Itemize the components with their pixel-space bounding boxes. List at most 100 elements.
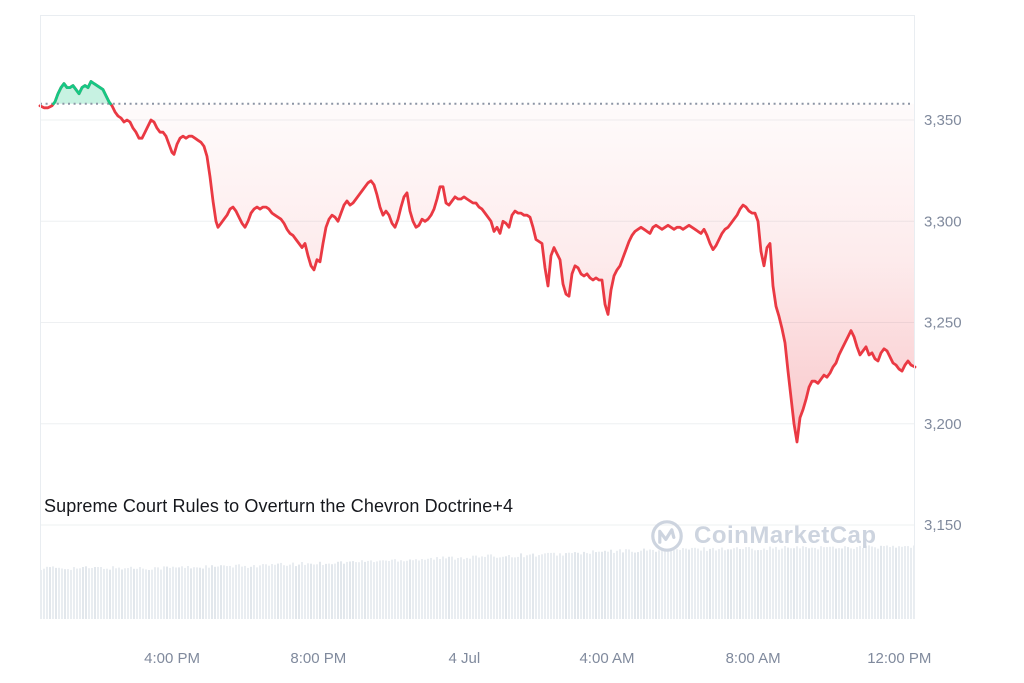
volume-bar — [226, 566, 228, 619]
x-axis-label[interactable]: 4:00 AM — [579, 650, 634, 667]
volume-bar — [379, 560, 381, 619]
x-axis-label[interactable]: 12:00 PM — [867, 650, 931, 667]
volume-bar — [286, 565, 288, 619]
volume-bar — [307, 563, 309, 619]
volume-bar — [49, 567, 51, 619]
volume-bar — [250, 566, 252, 619]
volume-bar — [679, 549, 681, 619]
volume-bar — [484, 556, 486, 619]
volume-bar — [727, 549, 729, 619]
volume-bar — [172, 566, 174, 619]
volume-bar — [133, 568, 135, 619]
volume-bar — [586, 553, 588, 619]
volume-bar — [829, 546, 831, 619]
volume-bar — [367, 560, 369, 619]
volume-bar — [430, 557, 432, 619]
volume-bar — [256, 567, 258, 619]
volume-bar — [361, 560, 363, 619]
volume-bar — [43, 568, 45, 619]
volume-bar — [577, 552, 579, 619]
price-line-up — [52, 80, 112, 106]
volume-bar — [676, 549, 678, 619]
volume-bar — [316, 564, 318, 619]
volume-bar — [46, 566, 48, 619]
volume-bar — [721, 547, 723, 619]
x-axis-label[interactable]: 8:00 AM — [726, 650, 781, 667]
volume-bar — [433, 559, 435, 619]
volume-bar — [472, 555, 474, 619]
volume-bar — [745, 547, 747, 619]
volume-bar — [685, 548, 687, 619]
x-axis-label[interactable]: 4:00 PM — [144, 650, 200, 667]
volume-bar — [841, 548, 843, 619]
volume-bar — [280, 562, 282, 619]
volume-bar — [859, 545, 861, 619]
volume-bar — [637, 552, 639, 619]
volume-bar — [64, 569, 66, 619]
volume-bar — [835, 548, 837, 619]
volume-bar — [469, 558, 471, 619]
volume-bar — [580, 554, 582, 619]
volume-bar — [451, 556, 453, 619]
volume-bar — [760, 550, 762, 619]
volume-bar — [523, 557, 525, 619]
volume-bar — [763, 548, 765, 619]
volume-bar — [94, 567, 96, 619]
volume-bar — [370, 560, 372, 619]
volume-bar — [325, 563, 327, 619]
volume-bar — [187, 566, 189, 619]
volume-bar — [862, 548, 864, 619]
volume-bar — [400, 560, 402, 619]
volume-bar — [595, 552, 597, 619]
volume-bar — [247, 567, 249, 619]
volume-bar — [493, 556, 495, 619]
volume-bar — [328, 563, 330, 619]
volume-bar — [466, 557, 468, 619]
volume-bar — [283, 565, 285, 619]
volume-bar — [331, 564, 333, 619]
volume-bar — [535, 556, 537, 619]
volume-bar — [346, 561, 348, 619]
volume-bar — [895, 547, 897, 619]
volume-bar — [262, 564, 264, 619]
volume-bar — [244, 565, 246, 619]
volume-bar — [661, 549, 663, 619]
volume-bar — [478, 557, 480, 619]
volume-bar — [784, 546, 786, 619]
volume-bar — [238, 564, 240, 619]
volume-bar — [475, 555, 477, 619]
volume-bar — [547, 552, 549, 619]
volume-bar — [385, 560, 387, 619]
volume-bar — [871, 546, 873, 619]
volume-bar — [712, 547, 714, 619]
volume-bar — [199, 567, 201, 619]
volume-bar — [790, 548, 792, 619]
volume-bar — [148, 570, 150, 619]
volume-bar — [115, 568, 117, 619]
volume-bar — [229, 565, 231, 619]
x-axis-label[interactable]: 8:00 PM — [290, 650, 346, 667]
volume-bar — [691, 547, 693, 619]
volume-bar — [907, 546, 909, 619]
volume-bar — [616, 550, 618, 619]
volume-bar — [265, 564, 267, 619]
volume-bar — [136, 568, 138, 619]
x-axis-label[interactable]: 4 Jul — [449, 650, 481, 667]
news-annotation[interactable]: Supreme Court Rules to Overturn the Chev… — [44, 496, 514, 516]
volume-bar — [376, 561, 378, 619]
volume-bar — [106, 568, 108, 619]
volume-bar — [772, 548, 774, 619]
volume-bar — [277, 563, 279, 619]
volume-bar — [67, 569, 69, 619]
volume-bar — [898, 546, 900, 619]
volume-bar — [178, 567, 180, 619]
volume-bar — [889, 547, 891, 619]
volume-bar — [610, 549, 612, 619]
volume-bar — [355, 562, 357, 619]
volume-bar — [832, 546, 834, 619]
volume-bar — [334, 563, 336, 619]
volume-bar — [118, 567, 120, 619]
volume-bar — [817, 549, 819, 619]
volume-bar — [511, 557, 513, 619]
